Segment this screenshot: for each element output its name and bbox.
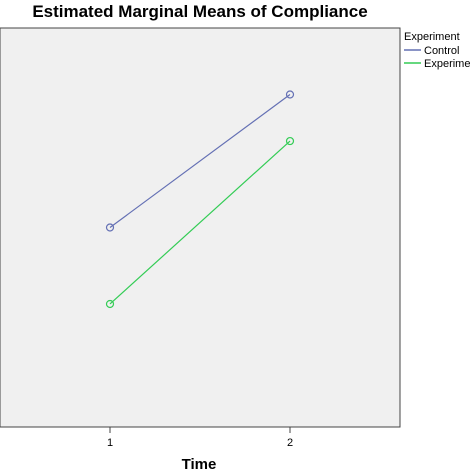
data-point-control-2 (285, 90, 295, 99)
data-point-control-1 (105, 223, 115, 232)
data-point-experime-2 (285, 136, 295, 146)
data-point-experime-1 (105, 299, 115, 309)
x-tick-label-1: 1 (107, 437, 113, 449)
x-tick-label-2: 2 (287, 437, 293, 449)
legend-title: Experiment (404, 31, 460, 43)
series-line-control (109, 94, 291, 228)
plot-area (0, 27, 401, 428)
series-layer (105, 90, 295, 309)
legend-label-experime: Experime (424, 58, 470, 70)
legend-label-control: Control (424, 45, 459, 57)
x-axis-label: Time (182, 456, 217, 473)
series-line-experime (109, 140, 291, 305)
chart-title: Estimated Marginal Means of Compliance (32, 2, 367, 21)
